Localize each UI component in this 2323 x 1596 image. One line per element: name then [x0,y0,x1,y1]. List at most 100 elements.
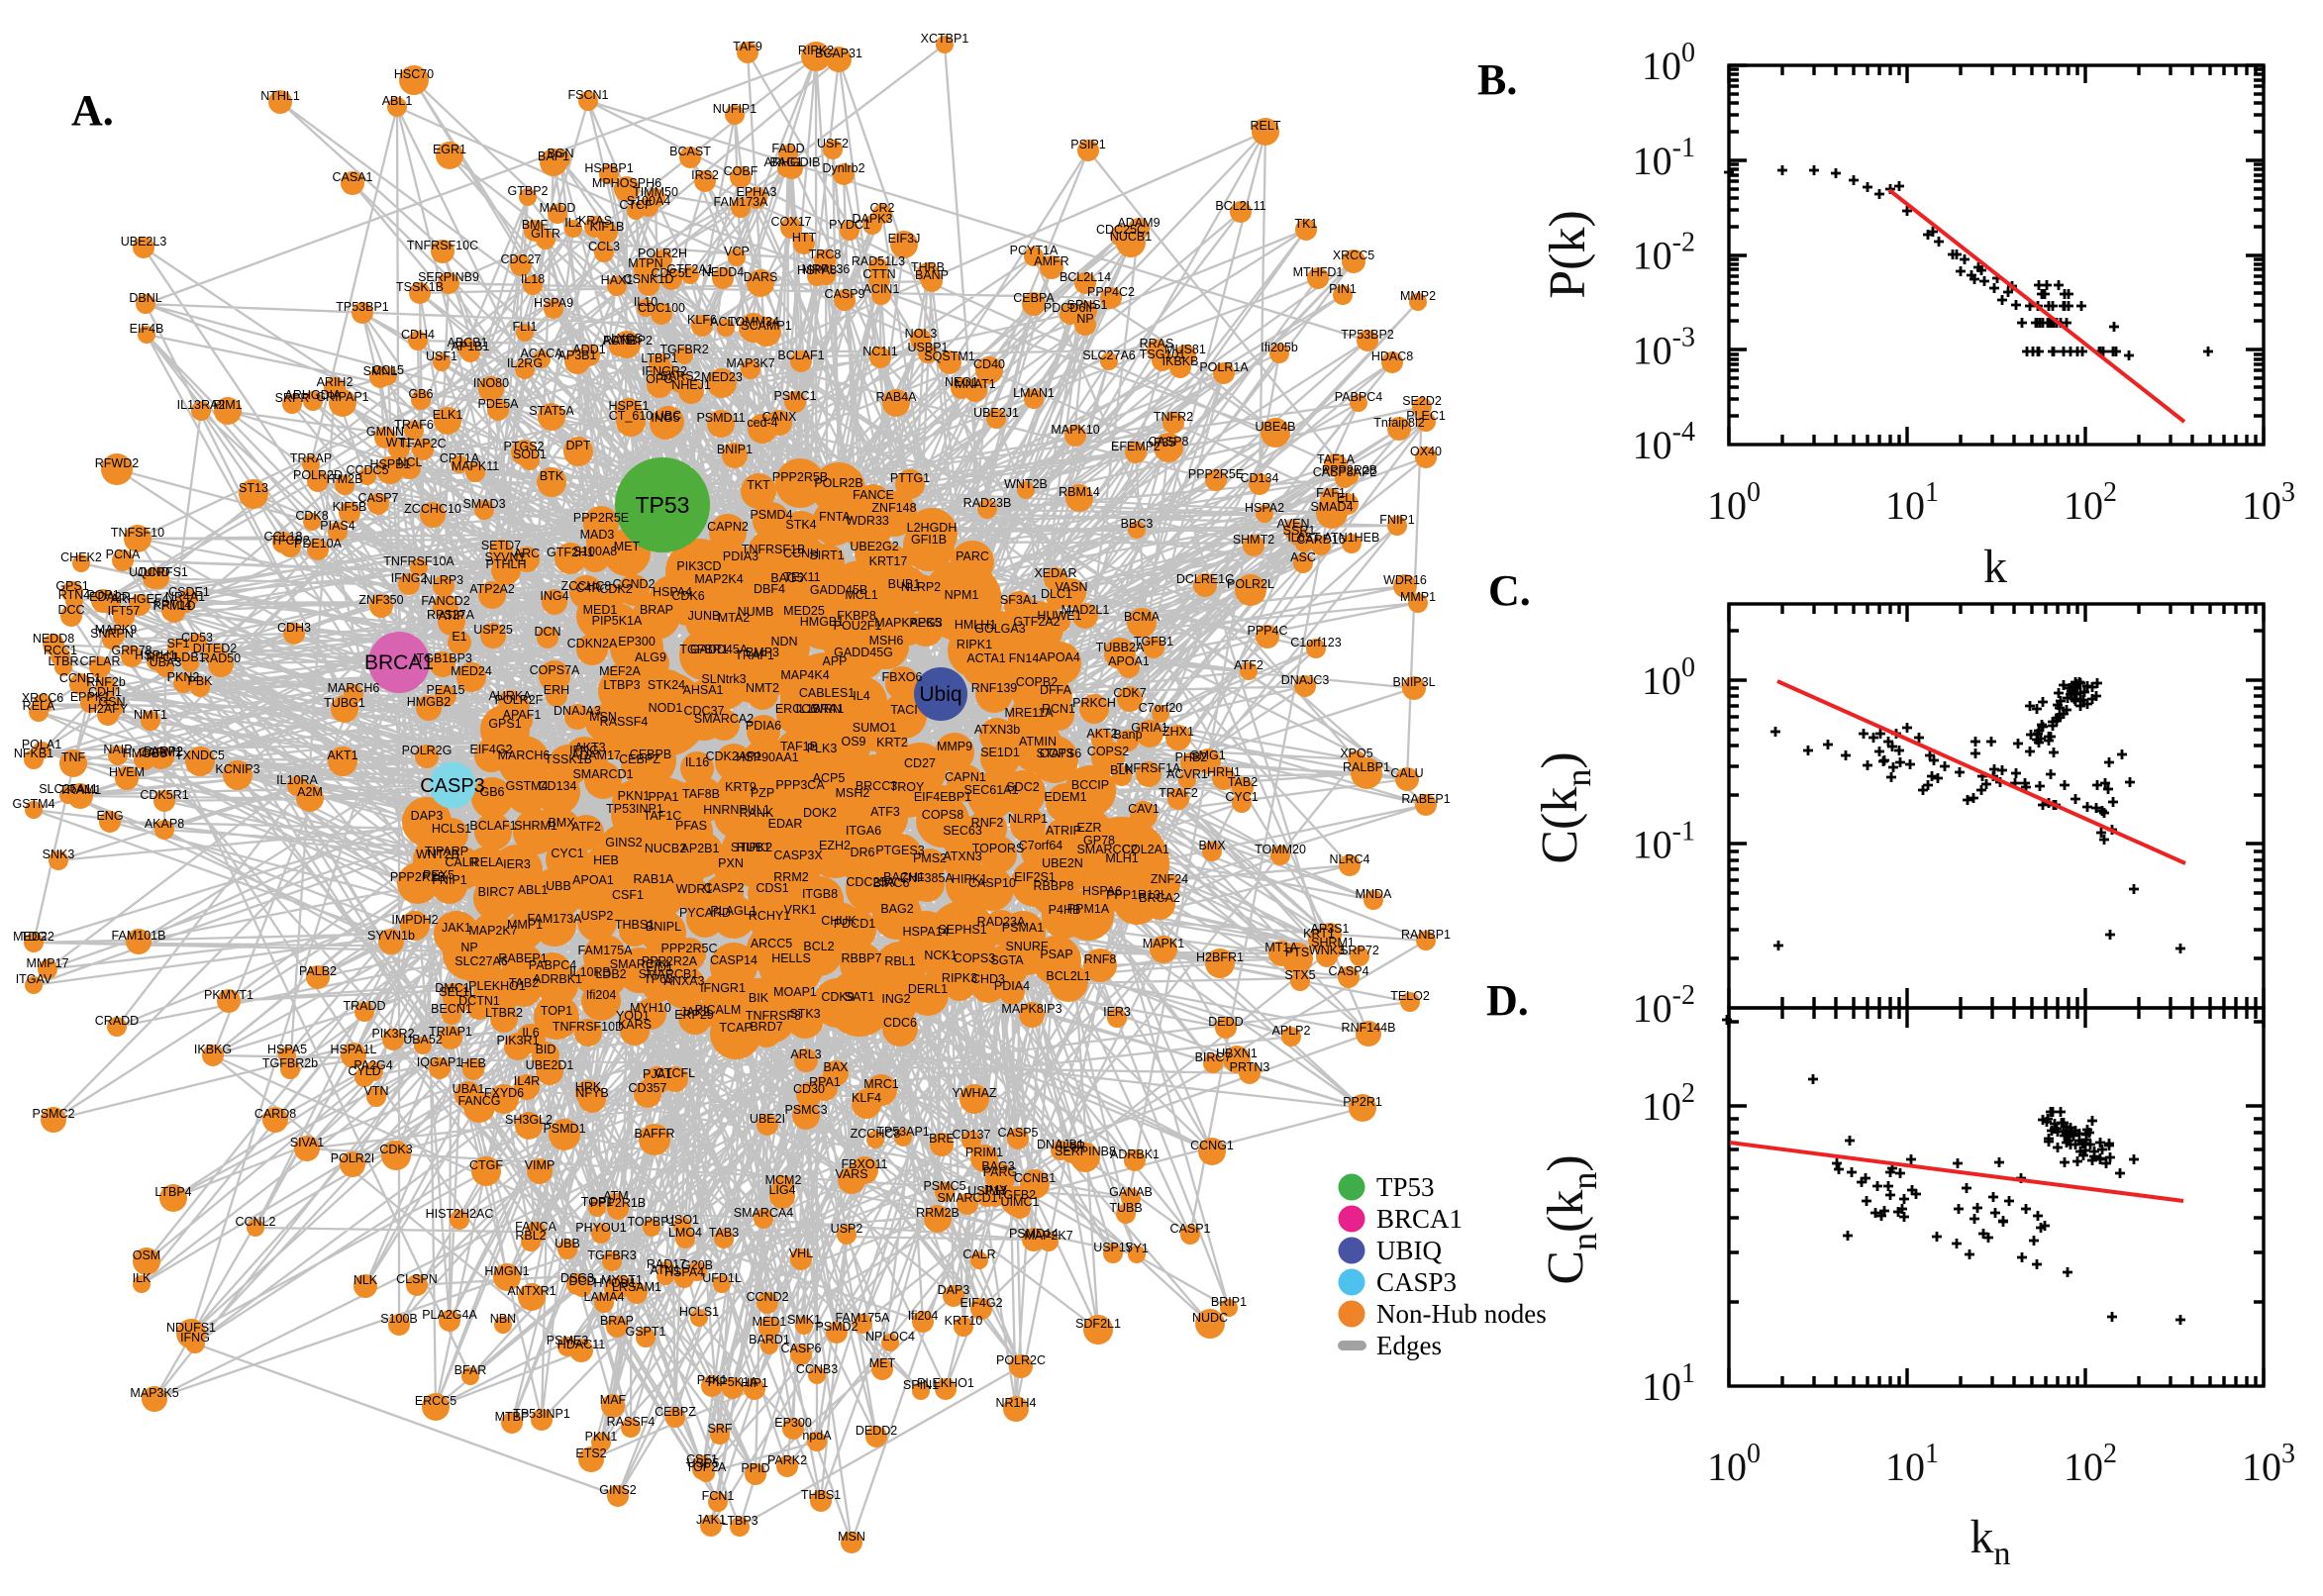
svg-text:FANCE: FANCE [853,488,894,502]
svg-text:XCTBP1: XCTBP1 [921,32,969,46]
svg-text:PDIA6: PDIA6 [746,719,781,733]
svg-text:SYVN1: SYVN1 [485,550,526,564]
svg-text:TP53INP1: TP53INP1 [513,1407,570,1421]
svg-text:TRAF2: TRAF2 [1159,786,1198,800]
svg-text:TAB2: TAB2 [509,976,539,990]
svg-text:SARS2: SARS2 [660,369,701,383]
svg-text:HIPK2: HIPK2 [737,841,772,854]
svg-text:SEC63: SEC63 [943,824,982,838]
svg-text:PA2G4: PA2G4 [354,1058,392,1072]
svg-text:SMN1: SMN1 [363,364,398,378]
svg-text:WRN: WRN [812,702,842,716]
svg-text:AKAP8: AKAP8 [145,817,184,831]
svg-text:PPP2R2A: PPP2R2A [642,954,698,968]
svg-text:POLR2L: POLR2L [1227,577,1274,591]
svg-text:BARD1: BARD1 [749,1333,790,1347]
svg-text:USP25: USP25 [473,623,513,637]
svg-text:SMAD3: SMAD3 [462,497,505,511]
svg-text:RNF2b: RNF2b [86,675,126,689]
svg-text:DCLRE1C: DCLRE1C [1176,572,1234,586]
svg-text:Ifi204: Ifi204 [586,988,617,1002]
svg-text:DNAJA3: DNAJA3 [554,704,601,718]
svg-text:FNIP1: FNIP1 [1379,513,1414,527]
svg-text:RANBP1: RANBP1 [1401,928,1451,942]
svg-text:GITR: GITR [531,227,560,241]
svg-text:JAK1: JAK1 [696,1513,726,1527]
svg-text:CCDC5: CCDC5 [346,463,388,477]
svg-text:BMP3: BMP3 [746,646,779,659]
svg-text:ERP29: ERP29 [674,1008,714,1022]
svg-text:UFD1L: UFD1L [702,1271,742,1285]
svg-text:GB6: GB6 [479,785,504,799]
svg-text:PSMC5: PSMC5 [923,1179,965,1193]
svg-text:CD134: CD134 [539,779,577,793]
svg-text:THRB: THRB [911,260,945,274]
svg-text:VHL: VHL [789,1247,813,1260]
svg-text:CDKN2A: CDKN2A [567,637,618,650]
svg-text:IL10RB: IL10RB [569,965,611,979]
svg-text:SMK1: SMK1 [787,1313,821,1327]
svg-text:HCLS1: HCLS1 [679,1305,719,1319]
svg-text:TOMM34: TOMM34 [728,315,779,329]
svg-text:STK3: STK3 [789,1007,820,1021]
svg-text:RALBP1: RALBP1 [1343,760,1390,774]
svg-text:GMNN: GMNN [366,425,404,439]
svg-text:CCNB3: CCNB3 [796,1362,838,1376]
svg-text:BFAR: BFAR [454,1363,487,1377]
svg-text:BUB1: BUB1 [888,577,921,591]
svg-text:PSMA1: PSMA1 [1002,921,1044,935]
svg-text:MAP2K7: MAP2K7 [468,924,517,938]
svg-text:SMARCD1: SMARCD1 [572,767,633,781]
svg-text:APP: APP [822,654,847,668]
svg-text:GINS2: GINS2 [599,1483,637,1497]
svg-text:POU2F1: POU2F1 [834,619,882,633]
svg-text:B.: B. [1477,55,1517,104]
svg-text:COPB2: COPB2 [1016,675,1058,689]
svg-text:MUS81: MUS81 [1164,343,1206,356]
svg-text:TGFB2: TGFB2 [996,1188,1036,1202]
svg-text:HSPBP1: HSPBP1 [584,161,633,175]
svg-text:PSMC3: PSMC3 [784,1103,827,1117]
svg-text:SMARCA2: SMARCA2 [694,712,754,726]
svg-text:MCL1: MCL1 [845,588,877,602]
svg-text:AHSA1: AHSA1 [683,683,724,697]
svg-text:CDK9: CDK9 [821,990,854,1004]
svg-text:TIPARP: TIPARP [425,845,468,858]
svg-text:C.: C. [1488,566,1531,615]
svg-text:KRT10: KRT10 [945,1314,983,1328]
svg-text:MAP2K7: MAP2K7 [1024,1229,1072,1243]
svg-text:JMY: JMY [983,1183,1009,1197]
svg-text:G20B: G20B [681,1258,713,1272]
svg-text:TRRAP: TRRAP [290,451,332,465]
svg-text:PPP2R2B: PPP2R2B [1322,463,1377,477]
svg-text:MSN: MSN [838,1530,865,1544]
svg-text:ITGB8: ITGB8 [802,887,838,901]
svg-text:USBP1: USBP1 [908,341,949,354]
svg-text:UBA3: UBA3 [150,655,182,669]
svg-text:ARCC5: ARCC5 [751,937,792,950]
svg-text:NEDD8: NEDD8 [33,632,74,646]
svg-text:KARS: KARS [618,1018,652,1032]
svg-text:ATP2A2: ATP2A2 [469,582,515,596]
svg-text:HSPA14: HSPA14 [902,925,949,939]
svg-text:POLR2H: POLR2H [638,247,687,260]
svg-text:UBA1: UBA1 [453,1082,485,1096]
svg-text:COPS6: COPS6 [1040,747,1081,760]
svg-text:FANCD2: FANCD2 [421,594,469,608]
svg-text:EDEM1: EDEM1 [1044,790,1086,804]
svg-text:RELT: RELT [1250,119,1280,133]
svg-text:HSP90AA1: HSP90AA1 [736,750,798,764]
svg-text:AMFR: AMFR [1034,254,1068,268]
svg-text:CASP8: CASP8 [1149,435,1189,449]
svg-text:PPM1D: PPM1D [152,599,195,613]
svg-text:H2BFR1: H2BFR1 [1196,950,1244,964]
svg-text:DPT: DPT [566,439,591,452]
svg-text:GRIA1: GRIA1 [1131,721,1168,735]
svg-text:RBL1: RBL1 [884,954,915,968]
svg-text:BACH1: BACH1 [883,870,925,884]
svg-text:RASSF4: RASSF4 [600,715,649,729]
svg-text:SCAMP1: SCAMP1 [741,319,791,333]
svg-text:ACTA1: ACTA1 [966,651,1005,665]
svg-text:DERL1: DERL1 [908,982,948,996]
svg-text:MMP17: MMP17 [26,956,68,970]
